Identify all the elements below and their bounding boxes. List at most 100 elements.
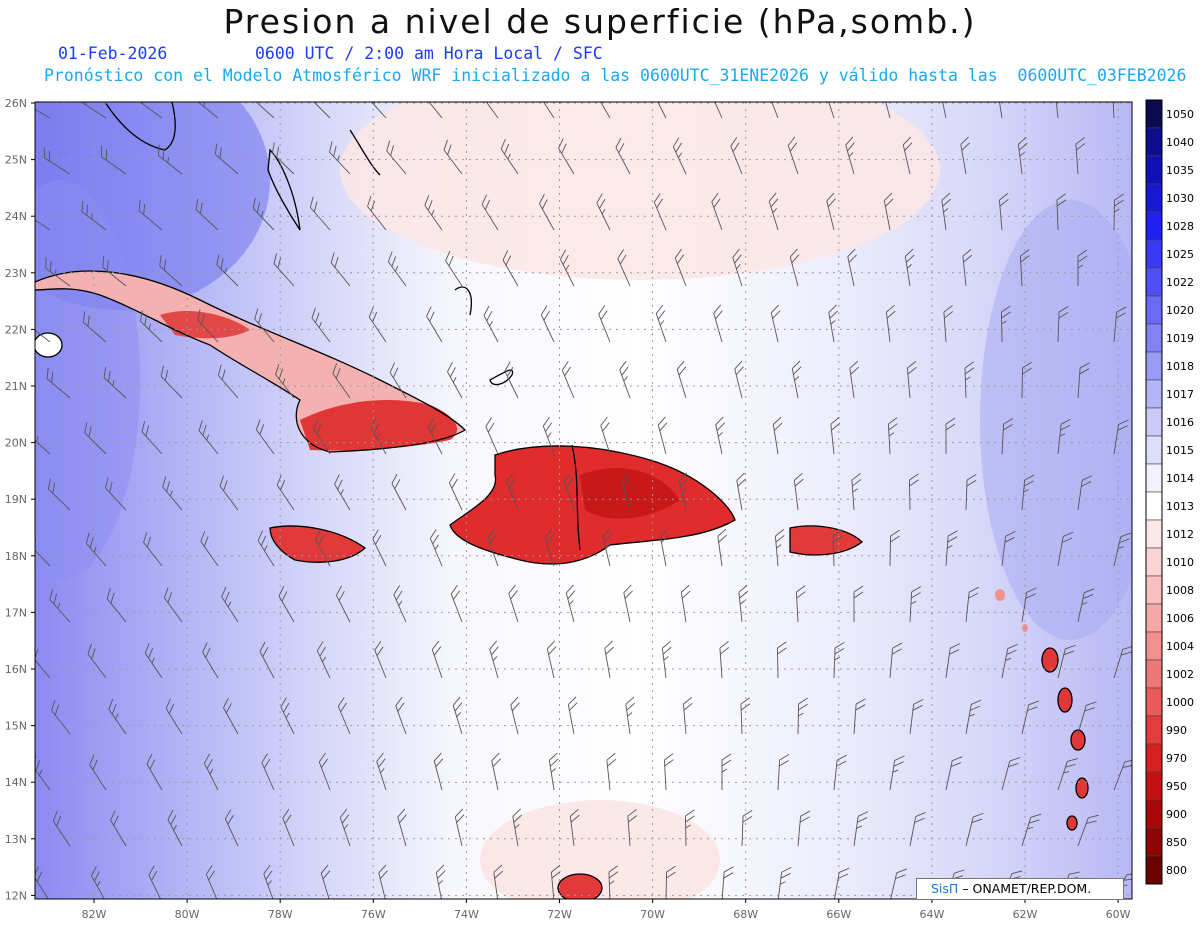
wind-barb [663, 753, 674, 791]
wind-barb [770, 304, 781, 343]
wind-barb [853, 585, 864, 622]
wind-barb [828, 304, 838, 343]
wind-barb [47, 478, 71, 511]
wind-barb [795, 585, 806, 623]
wind-barb [46, 367, 71, 399]
wind-barb [1113, 193, 1124, 231]
wind-barb [424, 195, 443, 231]
wind-barb [85, 532, 107, 567]
wind-barb [680, 584, 691, 623]
wind-barb [604, 640, 614, 679]
wind-barb [141, 421, 163, 455]
wind-barb [80, 102, 107, 119]
colorbar-label: 1000 [1166, 696, 1194, 709]
colorbar-label: 1006 [1166, 612, 1194, 625]
credit-org: – ONAMET/REP.DOM. [962, 881, 1092, 896]
wind-barb [885, 304, 896, 343]
wind-barb [945, 417, 956, 454]
wind-barb [1057, 644, 1076, 679]
wind-barb [548, 752, 559, 791]
wind-barb [273, 253, 295, 287]
wind-barb [1113, 759, 1132, 791]
lon-label: 62W [1013, 908, 1038, 921]
colorbar-swatch [1145, 687, 1163, 717]
wind-barb [559, 249, 575, 287]
colorbar-swatch [1145, 575, 1163, 605]
colorbar-label: 1016 [1166, 416, 1194, 429]
wind-barb [1113, 306, 1127, 343]
colorbar-swatch [1145, 463, 1163, 493]
wind-barb [261, 753, 275, 791]
wind-barb [198, 420, 219, 455]
colorbar-label: 1018 [1166, 360, 1194, 373]
wind-barb [148, 865, 163, 899]
lat-label: 13N [5, 833, 27, 846]
wind-barb [100, 145, 127, 175]
wind-barb [851, 473, 862, 511]
wind-barb [35, 866, 51, 899]
lon-label: 68W [733, 908, 758, 921]
wind-barb [162, 476, 183, 511]
wind-barb [546, 640, 557, 679]
wind-barb [512, 808, 522, 847]
wind-barb [889, 642, 903, 679]
wind-barb [965, 473, 977, 511]
wind-barb [316, 641, 331, 679]
wind-barb [387, 251, 407, 287]
colorbar-frame [1145, 99, 1163, 885]
graticule [35, 102, 1132, 899]
colorbar-swatch [1145, 99, 1163, 129]
colorbar-label: 1004 [1166, 640, 1194, 653]
wind-barb [311, 307, 331, 343]
wind-barb [223, 697, 239, 735]
wind-barb [711, 192, 723, 231]
wind-barb [887, 417, 898, 455]
wind-barb [738, 584, 749, 623]
lon-label: 80W [175, 908, 200, 921]
colorbar-swatch [1145, 631, 1163, 661]
forecast-note: Pronóstico con el Modelo Atmosférico WRF… [44, 66, 1187, 85]
wind-barb [1021, 700, 1040, 735]
wind-barb [318, 752, 331, 791]
wind-barb [1111, 102, 1115, 119]
wind-barb [909, 473, 919, 511]
wind-barb [378, 864, 388, 899]
wind-barb [216, 254, 239, 287]
wind-barb [945, 530, 958, 567]
wind-barb [939, 102, 947, 119]
wind-barb [370, 418, 387, 455]
wind-barb [35, 102, 51, 119]
colorbar-label: 1010 [1166, 556, 1194, 569]
wind-barb [732, 248, 743, 287]
wind-barb [163, 587, 183, 623]
wind-barb [1056, 193, 1067, 231]
wind-barb [777, 754, 790, 791]
wind-barb [943, 305, 954, 343]
lon-label: 60W [1106, 908, 1131, 921]
colorbar-label: 1014 [1166, 472, 1194, 485]
wind-barb [833, 867, 850, 899]
wind-barb [561, 361, 575, 399]
colorbar-label: 1022 [1166, 276, 1194, 289]
colorbar-swatch [1145, 239, 1163, 269]
wind-barb [1001, 757, 1021, 791]
wind-barb [431, 640, 443, 679]
wind-barb [81, 201, 107, 231]
wind-barb [426, 306, 443, 343]
lon-label: 74W [454, 908, 479, 921]
wind-barb [429, 529, 443, 567]
colorbar-label: 970 [1166, 752, 1187, 765]
wind-barb [881, 102, 891, 119]
lat-label: 23N [5, 267, 27, 280]
wind-barb [598, 304, 611, 343]
wind-barb [617, 249, 631, 287]
wind-barb [883, 192, 894, 231]
wind-barb [255, 419, 275, 455]
wind-barb [849, 360, 860, 399]
colorbar-label: 850 [1166, 836, 1187, 849]
colorbar-label: 1012 [1166, 528, 1194, 541]
wind-barb [339, 808, 351, 847]
wind-barb [964, 361, 975, 399]
credit-box: SisΠ – ONAMET/REP.DOM. [916, 878, 1124, 900]
wind-barb [853, 811, 869, 847]
